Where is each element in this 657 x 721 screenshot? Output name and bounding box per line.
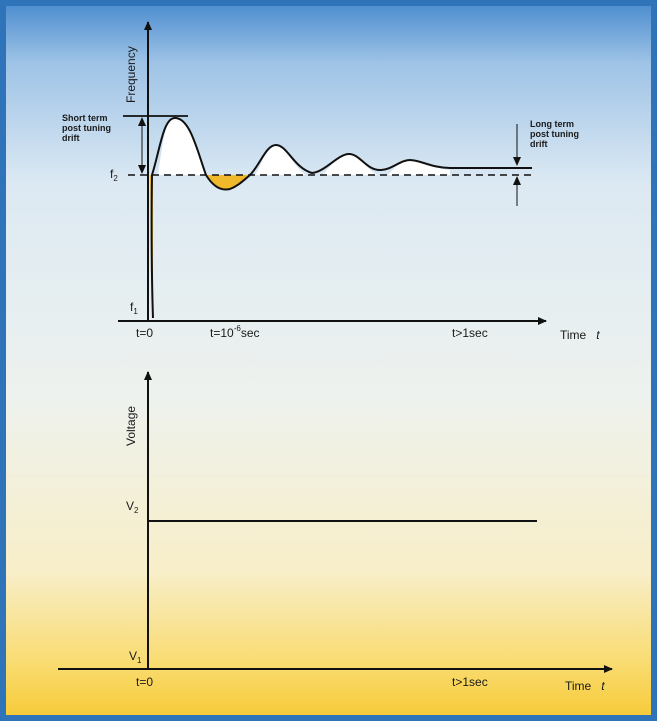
long-term-label-line-3: drift	[530, 139, 548, 149]
v1-label: V1	[129, 649, 142, 665]
frequency-axis-label: Frequency	[124, 46, 138, 103]
voltage-axis-label: Voltage	[124, 406, 138, 446]
bottom-t-long-label: t>1sec	[452, 675, 488, 689]
f1-label: f1	[130, 300, 138, 316]
overshoot-fill-3	[322, 154, 378, 175]
t-micro-label: t=10-6sec	[210, 324, 260, 340]
bottom-t0-label: t=0	[136, 675, 153, 689]
f2-label: f2	[110, 167, 118, 183]
t0-label: t=0	[136, 326, 153, 340]
short-term-label-line-1: Short term	[62, 113, 108, 123]
t-long-label: t>1sec	[452, 326, 488, 340]
short-term-label-line-3: drift	[62, 133, 80, 143]
overshoot-fill-2	[255, 145, 306, 175]
frequency-response-curve	[150, 116, 532, 319]
background	[6, 6, 651, 715]
long-term-label-line-1: Long term	[530, 119, 574, 129]
overshoot-fill-4	[388, 160, 450, 175]
voltage-chart: Voltage V2 V1 t=0 t>1sec Time t	[58, 371, 613, 693]
short-term-label-line-2: post tuning	[62, 123, 111, 133]
time-axis-label: Time t	[560, 328, 600, 342]
bottom-time-axis-label: Time t	[565, 679, 605, 693]
overshoot-fill-1	[158, 118, 206, 175]
long-term-label-line-2: post tuning	[530, 129, 579, 139]
v2-label: V2	[126, 499, 139, 515]
frequency-chart: Frequency Short term post tuning drift L…	[62, 21, 600, 342]
